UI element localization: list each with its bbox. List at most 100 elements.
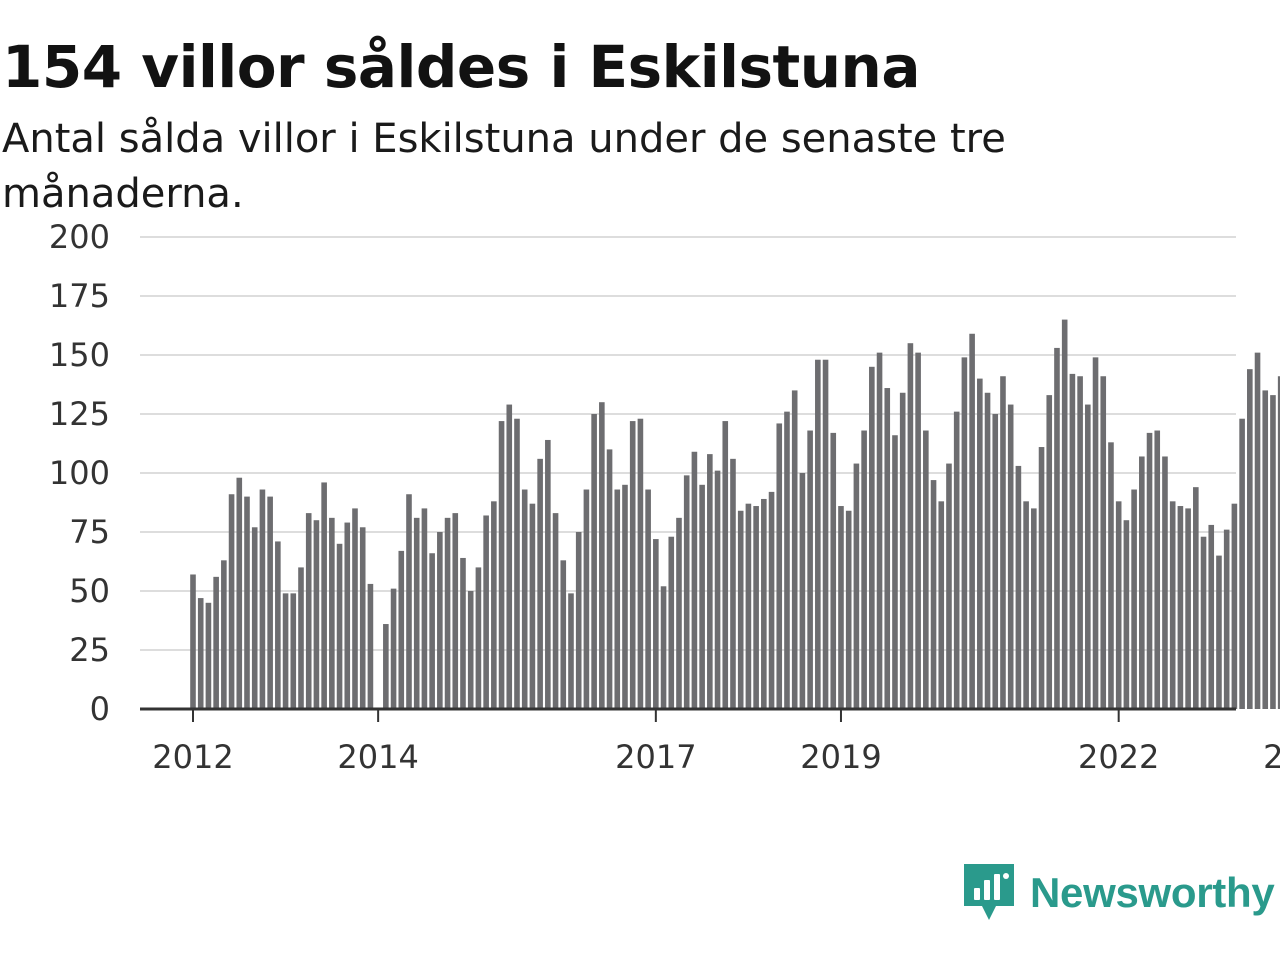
bar [1200,536,1207,709]
bar [977,378,983,709]
bar [1254,352,1261,709]
x-axis: 2012 2014 2017 2019 2022 2024 [140,707,1280,776]
bar [560,560,567,709]
bar [236,477,243,709]
bar [984,392,991,709]
y-tick-label: 150 [49,336,110,374]
bar [1139,456,1145,709]
y-tick-label: 125 [49,395,110,433]
bar [969,333,975,709]
bar [406,494,412,709]
bar [1146,432,1153,709]
bar [352,508,358,709]
bar [475,567,482,709]
bar [1015,465,1022,709]
bar [267,496,273,709]
bar [1177,506,1184,709]
bar [938,501,945,709]
bar [398,550,405,709]
bars [190,319,1280,709]
bar [259,489,266,709]
bar [552,513,559,709]
chart-title: 154 villor såldes i Eskilstuna [2,33,920,101]
bar [853,463,860,709]
bar [892,435,898,709]
bar [992,414,999,709]
bar [1092,357,1099,709]
bar [591,414,597,709]
bar [737,510,744,709]
bar [930,480,937,709]
y-tick-label: 75 [69,513,110,551]
bar [1162,456,1168,709]
bar [413,517,420,709]
bar [799,473,806,709]
bar [506,404,513,709]
bar [444,517,451,709]
bar [421,508,428,709]
bar [676,517,682,709]
bar [282,593,289,709]
bar [683,475,690,709]
bar [653,539,659,709]
bar [807,430,813,709]
bar [336,543,343,709]
bar [1131,489,1137,709]
bar [791,390,798,709]
bar [645,489,651,709]
bar [1239,418,1245,709]
bar [452,513,459,709]
y-tick-label: 175 [49,277,110,315]
bar [753,506,759,709]
bar [1270,395,1276,709]
chart-subtitle: Antal sålda villor i Eskilstuna under de… [2,116,1006,217]
bar [869,366,875,709]
y-axis-labels: 0 25 50 75 100 125 150 175 200 [49,218,110,728]
bar [714,470,721,709]
bar [251,527,258,709]
bar [437,532,443,709]
bar [884,388,891,709]
bar [221,560,227,709]
bar [668,536,675,709]
bar [1169,501,1176,709]
bar [321,482,327,709]
bar [822,359,829,709]
bar [761,498,767,709]
bar [213,576,219,709]
bar [545,439,551,709]
bar [776,423,783,709]
bar [953,411,960,709]
bar [383,624,389,709]
y-tick-label: 50 [69,572,110,610]
bar [228,494,235,709]
bar [514,418,520,709]
bar [367,583,374,709]
bar [1193,487,1199,709]
bar [1100,376,1107,709]
bar [1007,404,1014,709]
bar [1085,404,1091,709]
bar [614,489,621,709]
bar [1277,376,1280,709]
bar [1154,430,1161,709]
x-tick-label: 2022 [1078,738,1159,776]
x-tick-label: 2012 [152,738,233,776]
bar [660,586,667,709]
y-tick-label: 100 [49,454,110,492]
y-tick-label: 200 [49,218,110,256]
bar [838,506,844,709]
bar [1069,373,1076,709]
bar [745,503,752,709]
bar [845,510,852,709]
bar [1216,555,1222,709]
bar [1262,390,1269,709]
bar [568,593,574,709]
bar [907,343,914,709]
bar [537,458,543,709]
bar [622,484,628,709]
bar [1054,347,1060,709]
bar [599,402,605,709]
bar [1123,520,1130,709]
